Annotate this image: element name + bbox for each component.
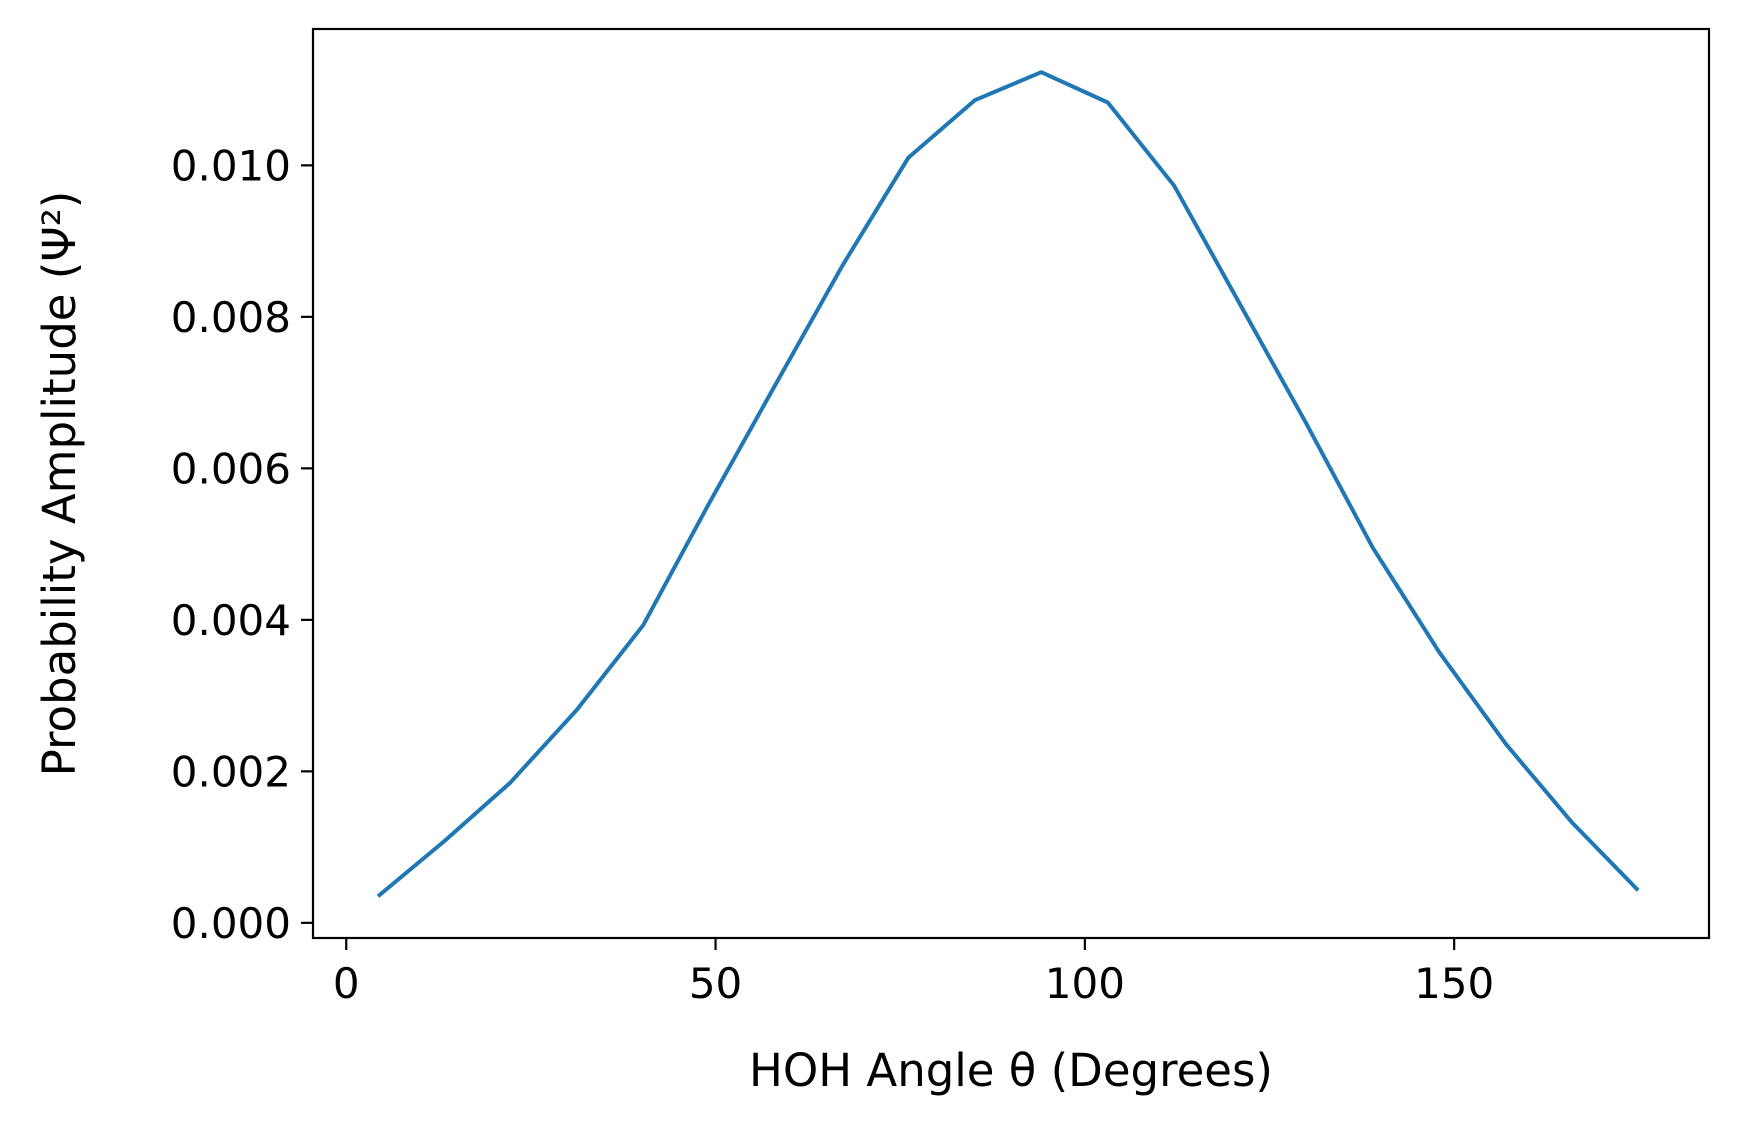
y-tick-label: 0.006 bbox=[171, 444, 291, 493]
plot-area bbox=[313, 29, 1709, 938]
series-line bbox=[376, 70, 1640, 898]
plot-frame bbox=[311, 27, 1711, 940]
x-tick-label: 100 bbox=[1045, 959, 1125, 1008]
axis-ticks: 0 50 100 150 0.000 0.002 0.004 0.006 0.008 0.010 bbox=[171, 141, 1495, 1008]
y-tick-label: 0.002 bbox=[171, 747, 291, 796]
series-group bbox=[376, 70, 1640, 898]
y-tick-label: 0.008 bbox=[171, 293, 291, 342]
y-tick-label: 0.010 bbox=[171, 141, 291, 190]
y-tick-label: 0.004 bbox=[171, 596, 291, 645]
y-tick-label: 0.000 bbox=[171, 899, 291, 948]
y-axis-label: Probability Amplitude (Ψ²) bbox=[33, 191, 86, 777]
x-tick-label: 50 bbox=[689, 959, 742, 1008]
x-axis-label: HOH Angle θ (Degrees) bbox=[749, 1044, 1273, 1097]
x-tick-label: 0 bbox=[333, 959, 360, 1008]
x-tick-label: 150 bbox=[1414, 959, 1494, 1008]
